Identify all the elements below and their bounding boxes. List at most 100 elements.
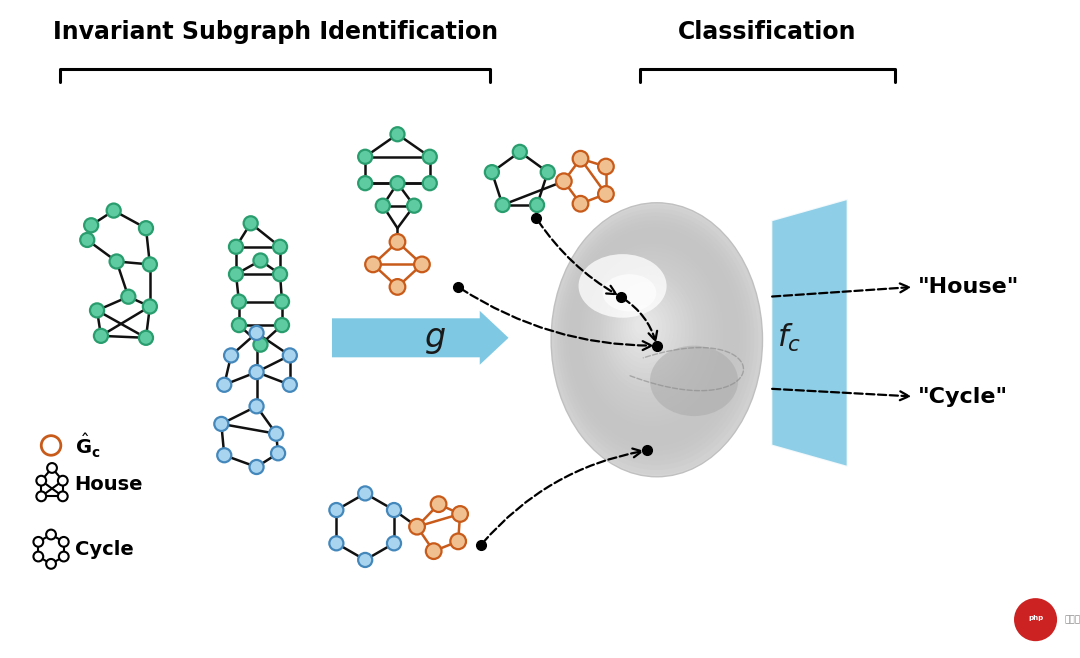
- Ellipse shape: [554, 209, 758, 470]
- Circle shape: [453, 506, 468, 522]
- Text: "House": "House": [918, 277, 1020, 297]
- Circle shape: [329, 536, 343, 550]
- Ellipse shape: [629, 309, 659, 344]
- Ellipse shape: [563, 220, 746, 455]
- Ellipse shape: [575, 236, 731, 436]
- Circle shape: [391, 127, 405, 141]
- Ellipse shape: [561, 216, 751, 461]
- Circle shape: [84, 218, 98, 232]
- Circle shape: [359, 553, 373, 567]
- Circle shape: [513, 145, 527, 159]
- Circle shape: [556, 174, 571, 189]
- Circle shape: [224, 348, 239, 363]
- Circle shape: [41, 436, 60, 455]
- Ellipse shape: [623, 301, 666, 354]
- Ellipse shape: [597, 266, 701, 397]
- Circle shape: [1014, 598, 1057, 641]
- Ellipse shape: [585, 251, 716, 417]
- Circle shape: [244, 216, 258, 230]
- Circle shape: [59, 537, 69, 547]
- Circle shape: [390, 279, 405, 295]
- Circle shape: [283, 378, 297, 392]
- Circle shape: [254, 338, 268, 352]
- Ellipse shape: [579, 254, 666, 318]
- Circle shape: [572, 196, 589, 212]
- Circle shape: [387, 503, 401, 517]
- Ellipse shape: [634, 316, 651, 335]
- Text: House: House: [75, 475, 143, 494]
- Text: php: php: [1028, 615, 1043, 620]
- Circle shape: [58, 476, 68, 486]
- Circle shape: [409, 519, 424, 534]
- Circle shape: [249, 326, 264, 340]
- Ellipse shape: [603, 274, 657, 311]
- Ellipse shape: [571, 232, 735, 441]
- Circle shape: [541, 165, 555, 179]
- Circle shape: [94, 329, 108, 343]
- Circle shape: [139, 331, 153, 345]
- Circle shape: [496, 198, 510, 212]
- Circle shape: [232, 295, 246, 309]
- Ellipse shape: [620, 297, 670, 359]
- Circle shape: [359, 176, 373, 190]
- Circle shape: [390, 234, 405, 250]
- Ellipse shape: [569, 228, 739, 446]
- Circle shape: [249, 460, 264, 474]
- Circle shape: [109, 255, 123, 268]
- Ellipse shape: [583, 247, 720, 422]
- Ellipse shape: [592, 259, 708, 407]
- Ellipse shape: [650, 345, 738, 416]
- Circle shape: [254, 253, 268, 268]
- Circle shape: [414, 257, 430, 272]
- Text: Cycle: Cycle: [75, 540, 133, 559]
- Circle shape: [107, 203, 121, 218]
- Circle shape: [143, 257, 157, 272]
- Circle shape: [90, 303, 104, 317]
- Circle shape: [450, 534, 465, 549]
- Circle shape: [485, 165, 499, 179]
- Circle shape: [598, 159, 613, 174]
- Circle shape: [217, 378, 231, 392]
- Circle shape: [46, 530, 56, 540]
- Circle shape: [59, 551, 69, 561]
- Ellipse shape: [606, 278, 689, 383]
- Circle shape: [283, 348, 297, 363]
- Text: $\hat{\mathbf{G}}_\mathbf{c}$: $\hat{\mathbf{G}}_\mathbf{c}$: [75, 432, 100, 459]
- Circle shape: [37, 476, 46, 486]
- Circle shape: [214, 417, 228, 431]
- Text: $f_c$: $f_c$: [777, 322, 801, 354]
- Ellipse shape: [594, 263, 704, 403]
- Ellipse shape: [625, 305, 662, 349]
- Circle shape: [275, 318, 289, 332]
- Circle shape: [598, 186, 613, 202]
- Circle shape: [273, 267, 287, 281]
- Ellipse shape: [589, 255, 712, 412]
- Ellipse shape: [551, 203, 762, 477]
- Text: $g$: $g$: [423, 323, 446, 356]
- Ellipse shape: [611, 286, 681, 374]
- Polygon shape: [771, 199, 848, 467]
- Text: 中文网: 中文网: [1065, 615, 1080, 624]
- Circle shape: [359, 150, 373, 164]
- Circle shape: [139, 221, 153, 236]
- Circle shape: [530, 198, 544, 212]
- Ellipse shape: [603, 274, 693, 388]
- Ellipse shape: [615, 290, 678, 368]
- Ellipse shape: [580, 243, 724, 426]
- Circle shape: [217, 448, 231, 463]
- Circle shape: [273, 240, 287, 254]
- Circle shape: [365, 257, 381, 272]
- Circle shape: [329, 503, 343, 517]
- Circle shape: [229, 240, 243, 254]
- Circle shape: [232, 318, 246, 332]
- Circle shape: [143, 299, 157, 314]
- Circle shape: [376, 199, 390, 213]
- Ellipse shape: [632, 313, 654, 340]
- Circle shape: [391, 176, 405, 190]
- Circle shape: [121, 290, 135, 304]
- Circle shape: [48, 463, 57, 473]
- Circle shape: [269, 426, 283, 441]
- Circle shape: [407, 199, 421, 213]
- Circle shape: [249, 399, 264, 413]
- Ellipse shape: [618, 293, 674, 364]
